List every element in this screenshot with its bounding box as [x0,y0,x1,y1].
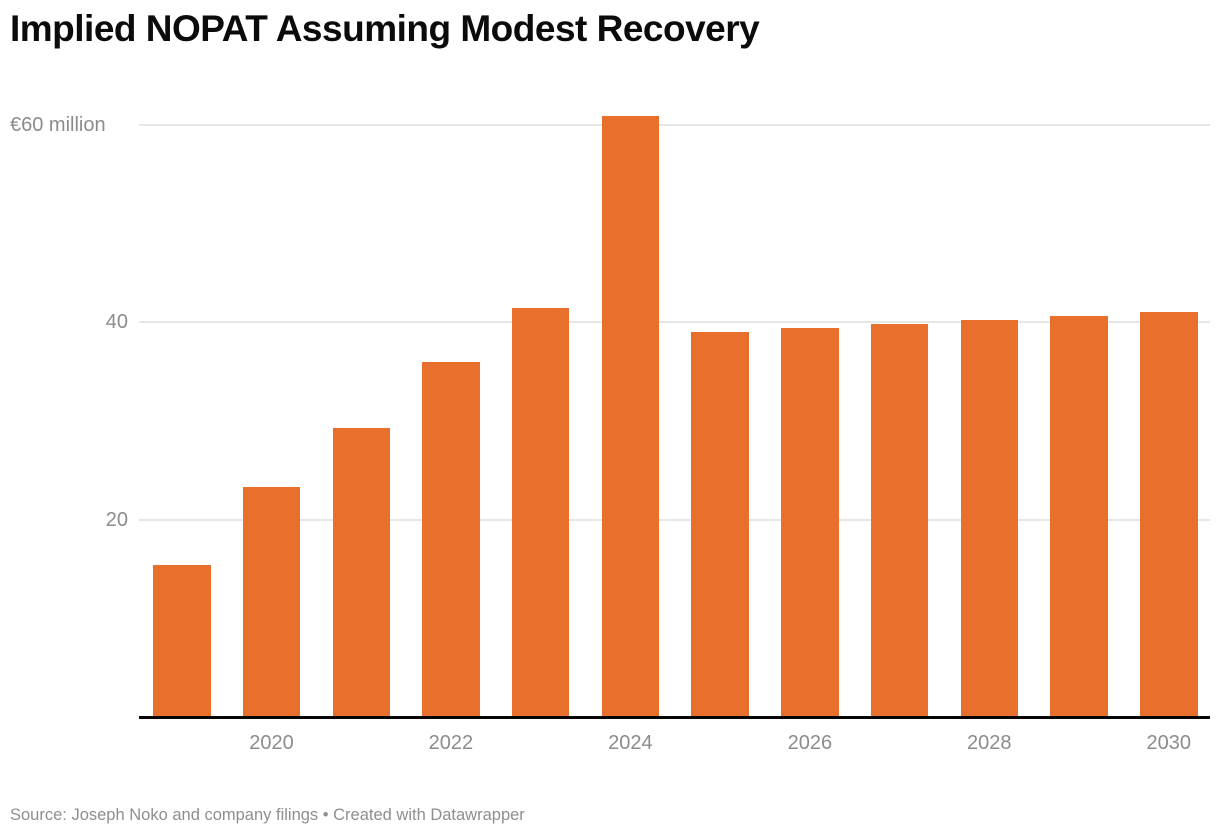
x-axis-line [139,716,1210,719]
bar-2030 [1140,312,1198,717]
bar-2022 [422,361,480,717]
xtick-label-2028: 2028 [967,732,1012,754]
xtick-label-2020: 2020 [249,732,294,754]
xtick-label-2026: 2026 [787,732,833,754]
ytick-label-60: €60 million [10,113,106,136]
ytick-label-20: 20 [105,508,128,531]
bar-2028 [960,320,1019,717]
chart-title: Implied NOPAT Assuming Modest Recovery [10,8,760,49]
source-note: Source: Joseph Noko and company filings … [10,806,525,824]
bar-2027 [870,324,929,717]
bar-2024 [601,115,660,717]
bar-2023 [511,308,570,717]
plot-area: €60 million 40 20 2020 2022 2024 2026 2028 2030 [10,113,1210,754]
bar-2025 [691,331,749,717]
xtick-label-2030: 2030 [1146,732,1192,754]
ytick-label-40: 40 [105,311,128,333]
bar-2026 [781,327,839,717]
bar-2019 [153,564,211,717]
bar-2020 [242,486,301,717]
bar-2021 [332,427,390,717]
bar-2029 [1050,316,1108,717]
gridline-y-60 [139,123,1210,126]
gridline-y-20 [139,518,1210,521]
xtick-label-2024: 2024 [608,732,653,754]
xtick-label-2022: 2022 [428,732,474,754]
gridline-y-40 [139,321,1210,323]
